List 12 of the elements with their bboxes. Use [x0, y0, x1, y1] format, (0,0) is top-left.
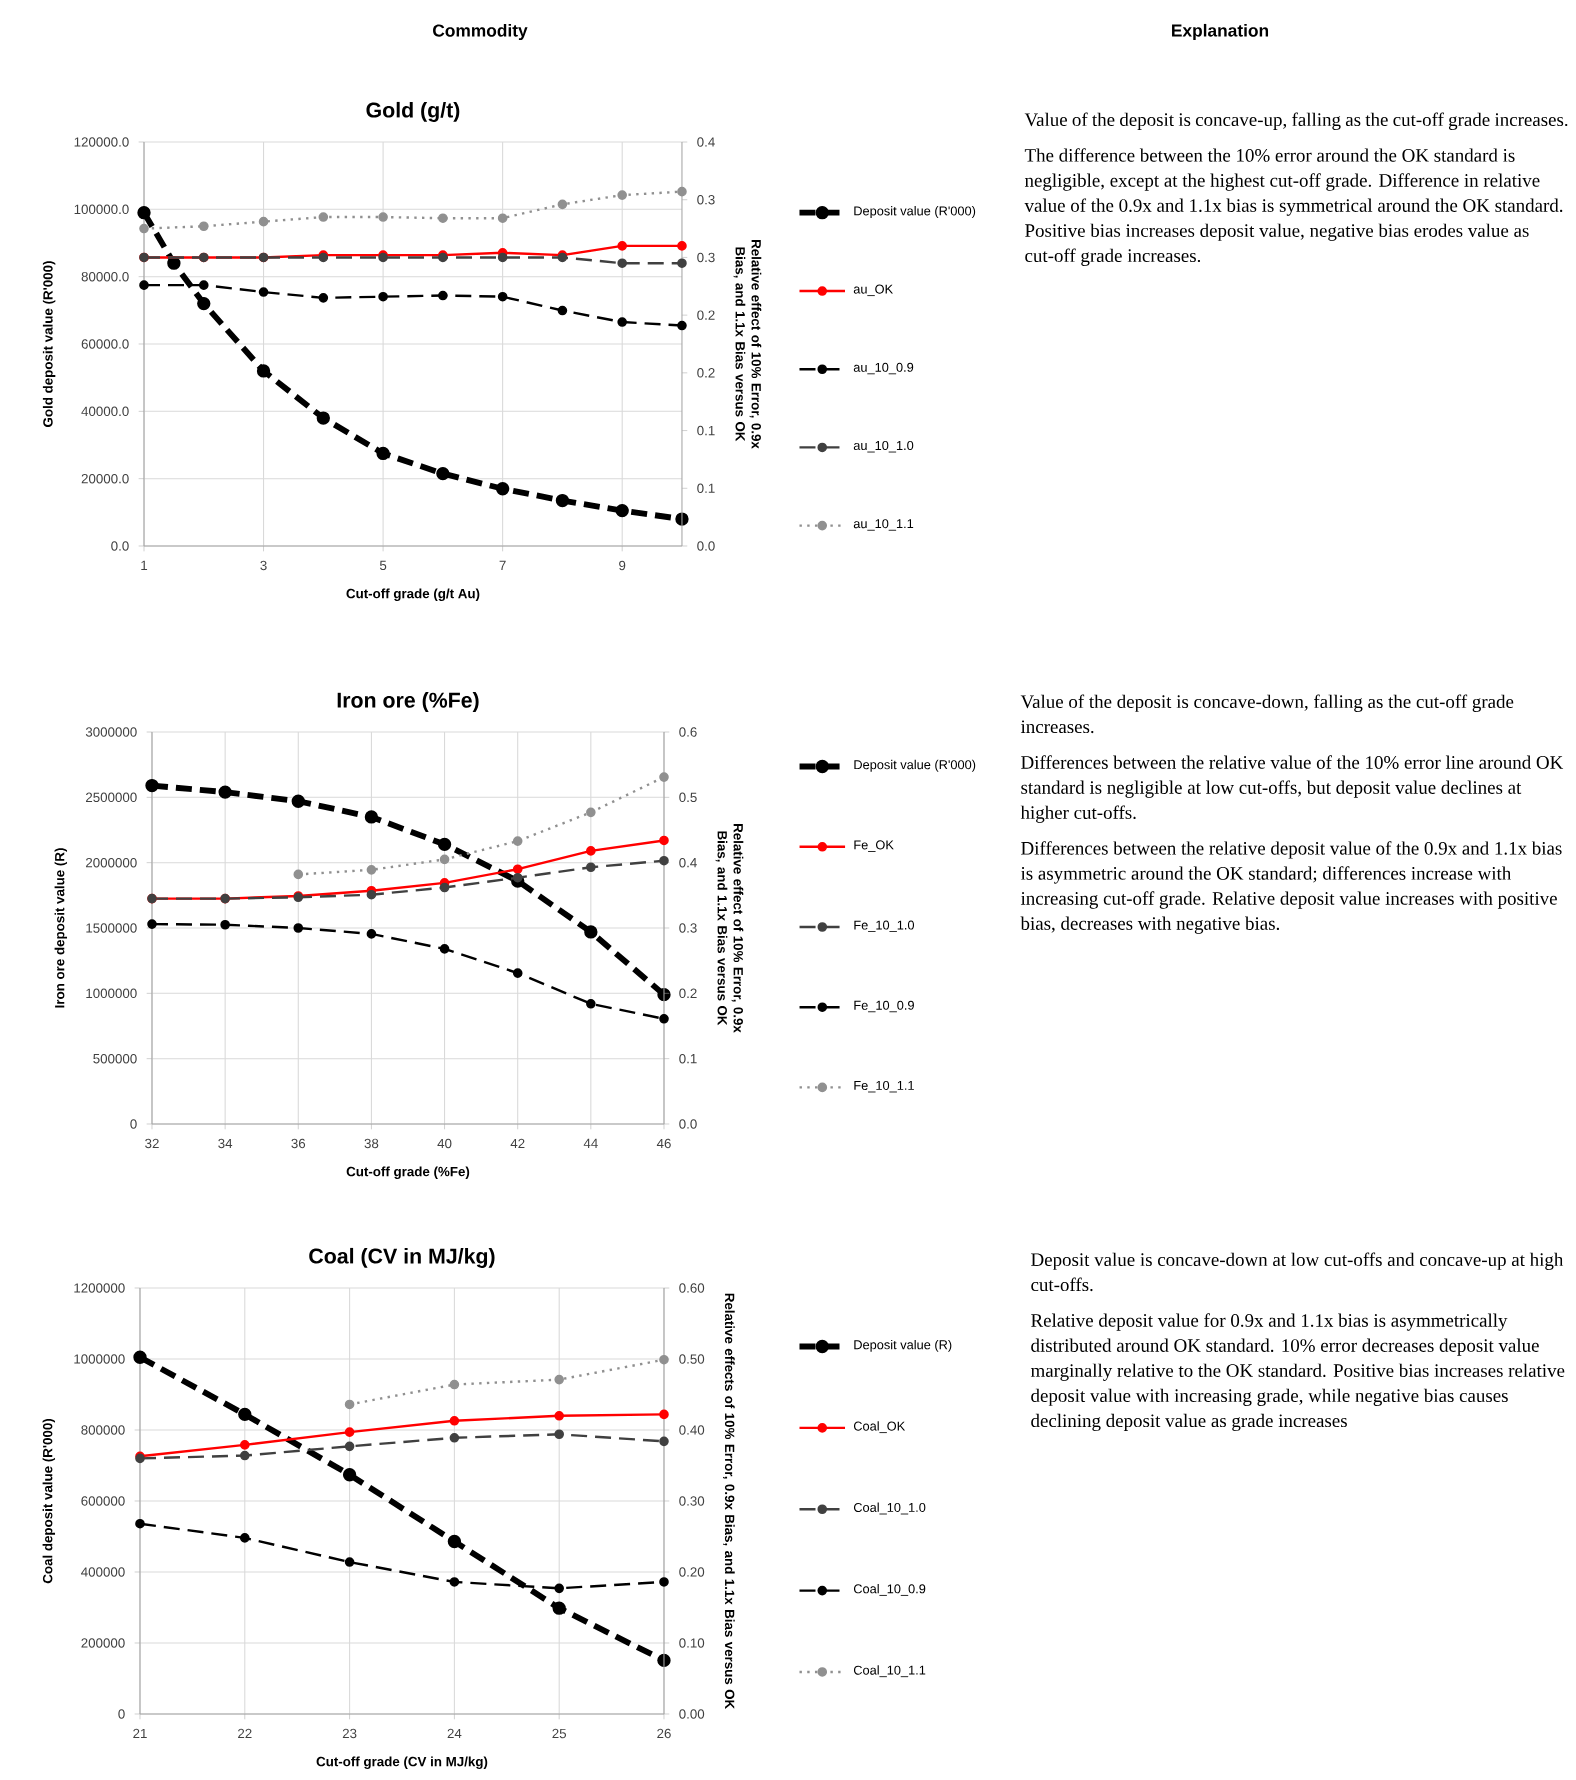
text: Commodity	[433, 23, 528, 41]
text: Relative deposit value for 0.9x and 1.1x bias is asymmetrically distributed around OK standard. 10% error decreases deposit value marginally relative to the OK standard. Positive bias increases relative deposit value with increasing grade, while negative bias causes declining deposit value as grade increases	[1030, 1313, 1565, 1432]
text: Deposit value is concave-down at low cut-offs and concave-up at high cut-offs.	[1031, 1252, 1564, 1292]
text: Differences between the relative value of the 10% error line around OK standard is negligible at low cut-offs, but deposit value declines at higher cut-offs.	[1020, 755, 1564, 823]
text: Value of the deposit is concave-down, falling as the cut-off grade increases.	[1020, 694, 1514, 734]
text: Explanation	[1172, 23, 1269, 41]
text: Differences between the relative deposit value of the 0.9x and 1.1x bias is asymmetric around the OK standard; differences increase with increasing cut-off grade. Relative deposit value increases with positive bias, decreases with negative bias.	[1020, 841, 1562, 934]
text: The difference between the 10% error around the OK standard is negligible, except at the highest cut-off grade. Difference in relative value of the 0.9x and 1.1x bias is symmetrical around the OK standard. Positive bias increases deposit value, negative bias erodes value as cut-off grade increases.	[1024, 148, 1563, 266]
chart-title: Coal (CV in MJ/kg)	[309, 1247, 495, 1268]
chart-title: Iron ore (%Fe)	[337, 692, 479, 712]
text: Value of the deposit is concave-up, falling as the cut-off grade increases.	[1024, 112, 1568, 130]
chart-title: Gold (g/t)	[366, 101, 460, 122]
